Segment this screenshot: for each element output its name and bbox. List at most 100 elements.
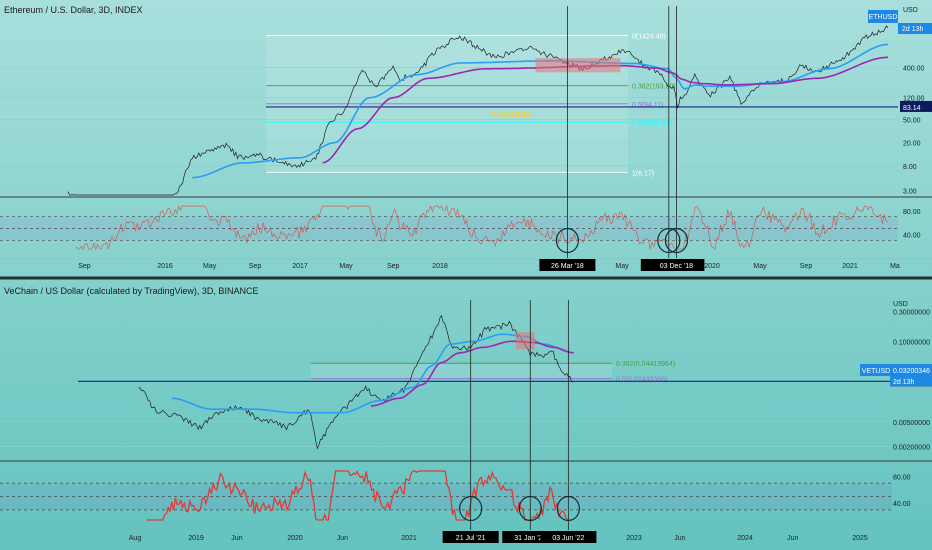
time-axis: Sep 2016 May Sep 2017 May Sep 2018 May Sep 2020 May…: [0, 258, 932, 270]
symbol-watermark: ETH/USD: [490, 110, 530, 120]
symbol-badge: [860, 364, 892, 376]
marker-date-box: [648, 259, 705, 271]
price-line: [67, 25, 889, 196]
y-tick-label: 8.00: [903, 164, 917, 171]
marker-date-label: 26 Mar '18: [551, 263, 584, 270]
chart-title: Ethereum / U.S. Dollar, 3D, INDEX: [4, 5, 143, 15]
y-tick-label: 3.00: [903, 188, 917, 195]
countdown-label: 2d 13h: [902, 26, 924, 33]
highlight-rectangle: [535, 58, 621, 73]
ema-slow-line: [370, 340, 574, 407]
chart-title: VeChain / US Dollar (calculated by Tradi…: [4, 286, 258, 296]
x-tick-label: 2021: [842, 263, 858, 270]
x-tick-label: Jun: [231, 535, 242, 542]
x-tick-label: May: [753, 263, 767, 270]
axis-badges: 83.14 ETHUSD 2d 13h: [868, 10, 932, 112]
y-tick-label: 0.10000000: [893, 339, 930, 346]
rsi-line: [75, 204, 889, 251]
y-tick-label: 0.00500000: [893, 420, 930, 427]
x-tick-label: May: [339, 263, 353, 270]
fib-level-label: 0.5(94.11): [632, 102, 663, 109]
x-tick-label: 2019: [188, 535, 204, 542]
rsi-tick-label: 80.00: [893, 474, 911, 481]
rsi-tick-label: 40.00: [893, 501, 911, 508]
highlight-rectangle: [515, 332, 535, 349]
countdown-badge: [890, 376, 932, 386]
x-tick-label: 2018: [432, 263, 448, 270]
fib-zone: [311, 363, 612, 379]
symbol-badge-label: ETHUSD: [869, 14, 898, 21]
marker-circle: [657, 227, 681, 254]
highlight-box: [515, 332, 535, 349]
marker-date-box: [539, 259, 596, 271]
y-tick-label: 0.30000000: [893, 310, 930, 317]
eth-chart: 0(1424.40) 0.382(193.60) 0.5(94.11) 0.618(4…: [0, 5, 932, 271]
countdown-label: 2d 13h: [893, 379, 915, 386]
y-tick-label: 20.00: [903, 141, 921, 148]
marker-date-label: 21 Jul '21: [456, 535, 486, 542]
x-tick-label: Jun: [674, 535, 685, 542]
price-series: [138, 314, 574, 450]
fib-level-label: 0.5(0.02493366): [616, 377, 667, 384]
marker-date-box: [442, 531, 499, 543]
rsi-line: [146, 469, 572, 521]
vertical-markers: 21 Jul '21 31 Jan '22 03 Jun '22: [442, 300, 597, 543]
fib-level-label: 0(1424.40): [632, 34, 666, 41]
x-tick-label: 2021: [401, 535, 417, 542]
level-price-badge: [900, 100, 932, 112]
marker-circle: [459, 495, 483, 522]
current-price-badge: [890, 364, 932, 376]
axis-unit-label: USD: [903, 7, 918, 14]
y-tick-label: 120.00: [903, 96, 925, 103]
marker-date-label: 31 Jan '22: [514, 535, 546, 542]
rsi-pane: 80.00 40.00: [0, 460, 932, 521]
marker-circle: [664, 227, 689, 254]
x-tick-label: Sep: [387, 263, 400, 270]
y-tick-label: 0.00200000: [893, 444, 930, 451]
rsi-tick-label: 80.00: [903, 209, 921, 216]
price-grid: [0, 67, 898, 191]
countdown-badge: [898, 23, 932, 34]
x-tick-label: May: [203, 263, 217, 270]
symbol-badge: [868, 10, 898, 23]
x-tick-label: 2025: [852, 535, 868, 542]
marker-circle: [555, 227, 580, 254]
marker-circle: [556, 495, 580, 522]
x-tick-label: Jun: [337, 535, 348, 542]
x-tick-label: Sep: [800, 263, 813, 270]
x-tick-label: 2017: [292, 263, 308, 270]
marker-date-label: 03 Jun '22: [552, 535, 584, 542]
x-tick-label: Jun: [787, 535, 798, 542]
rsi-pane: 80.00 40.00: [0, 196, 932, 251]
rsi-tick-label: 40.00: [903, 232, 921, 239]
vet-chart: 0.382(0.04413964) 0.5(0.02493366) 0.30000…: [0, 286, 932, 543]
x-tick-label: May: [615, 263, 629, 270]
highlight-box: [535, 58, 621, 73]
price-axis: 400.00 120.00 50.00 20.00 8.00 3.00 USD: [903, 7, 925, 195]
x-tick-label: Ma: [890, 263, 900, 270]
fib-level-label: 0.382(193.60): [632, 84, 676, 91]
symbol-badge-label: VETUSD: [862, 368, 890, 375]
ema-fast-line: [171, 333, 574, 414]
x-tick-label: Sep: [78, 263, 91, 270]
price-line: [138, 314, 574, 450]
fib-zone-fill: [311, 363, 612, 379]
fib-level-label: 0.618(45.41): [632, 120, 672, 127]
fib-level-label: 1(6.17): [632, 170, 654, 177]
price-grid: [0, 311, 892, 447]
marker-circle: [518, 495, 542, 522]
marker-date-box: [540, 531, 597, 543]
current-price-label: 0.03200346: [893, 368, 930, 375]
fib-levels: 0.382(0.04413964) 0.5(0.02493366): [311, 361, 675, 384]
x-tick-label: 2020: [287, 535, 303, 542]
x-tick-label: 2023: [626, 535, 642, 542]
rsi-band: [0, 216, 898, 241]
marker-date-label: 03 Dec '18: [660, 263, 693, 270]
x-tick-label: 2024: [737, 535, 753, 542]
y-tick-label: 400.00: [903, 65, 925, 72]
x-tick-label: 2020: [704, 263, 720, 270]
